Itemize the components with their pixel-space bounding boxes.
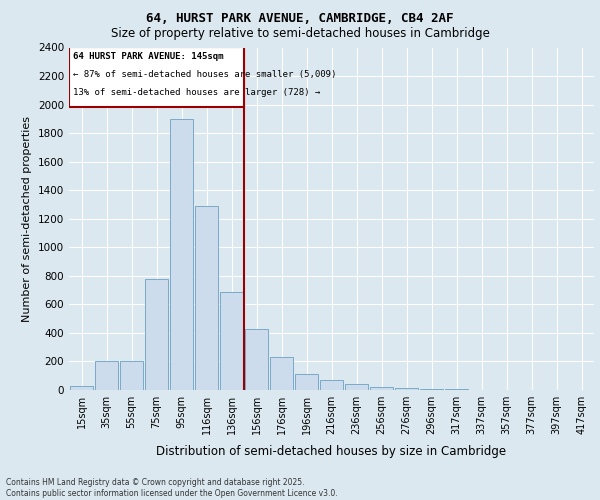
Y-axis label: Number of semi-detached properties: Number of semi-detached properties [22,116,32,322]
FancyBboxPatch shape [69,48,244,108]
Text: Size of property relative to semi-detached houses in Cambridge: Size of property relative to semi-detach… [110,28,490,40]
Bar [145,278,168,390]
Bar [320,380,343,390]
Bar [195,206,218,390]
Bar [245,328,268,390]
Text: 13% of semi-detached houses are larger (728) →: 13% of semi-detached houses are larger (… [73,88,320,98]
X-axis label: Distribution of semi-detached houses by size in Cambridge: Distribution of semi-detached houses by … [157,446,506,458]
Text: 64, HURST PARK AVENUE, CAMBRIDGE, CB4 2AF: 64, HURST PARK AVENUE, CAMBRIDGE, CB4 2A… [146,12,454,26]
Bar [170,119,193,390]
Bar [120,362,143,390]
Bar [295,374,318,390]
Bar [95,362,118,390]
Text: 64 HURST PARK AVENUE: 145sqm: 64 HURST PARK AVENUE: 145sqm [73,52,223,61]
Bar [70,386,93,390]
Text: ← 87% of semi-detached houses are smaller (5,009): ← 87% of semi-detached houses are smalle… [73,70,336,79]
Bar [270,357,293,390]
Bar [220,292,243,390]
Text: Contains HM Land Registry data © Crown copyright and database right 2025.
Contai: Contains HM Land Registry data © Crown c… [6,478,338,498]
Bar [420,388,443,390]
Bar [370,387,393,390]
Bar [395,388,418,390]
Bar [345,384,368,390]
